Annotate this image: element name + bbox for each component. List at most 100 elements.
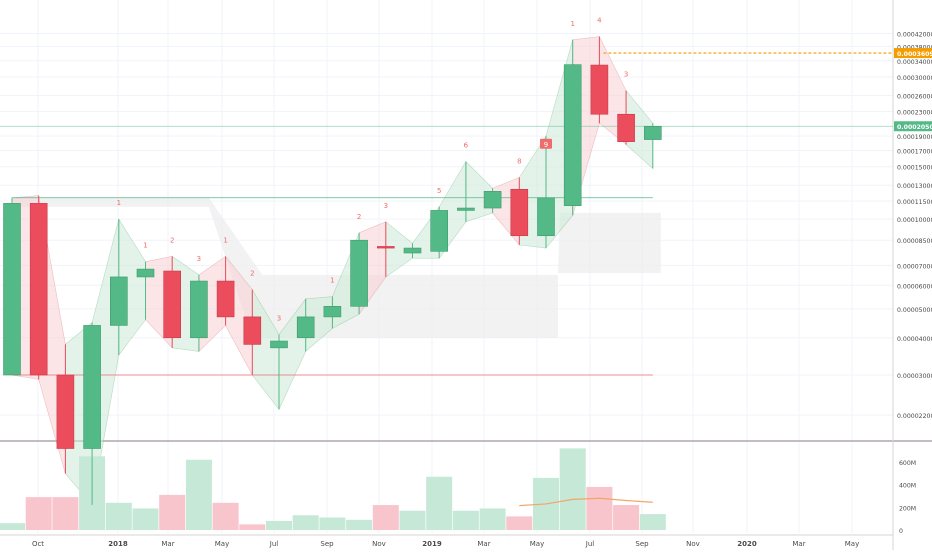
price-tick-label: 0.00007000 xyxy=(897,263,932,270)
time-tick-label: May xyxy=(215,540,229,548)
candle-up xyxy=(110,276,128,326)
td-count-labels: 1 1 2 3 1 2 3 1 2 3 5 6 8 9 1 4 3 xyxy=(117,17,629,323)
td-count-label: 2 xyxy=(170,236,174,244)
price-tick-label: 0.00017000 xyxy=(897,149,932,156)
candle-down xyxy=(376,246,395,249)
volume-bar xyxy=(426,476,453,530)
price-tick-label: 0.00005000 xyxy=(897,307,932,314)
time-tick-label: Jul xyxy=(269,540,279,548)
candle-up xyxy=(403,247,422,254)
td-count-label: 1 xyxy=(570,20,574,28)
price-tick-label: 0.00011500 xyxy=(897,199,932,206)
candle-down xyxy=(56,374,75,449)
candle-up xyxy=(537,197,555,237)
volume-bar xyxy=(346,519,373,530)
volume-tick-label: 0 xyxy=(899,528,903,535)
td-count-label: 1 xyxy=(330,277,334,285)
volume-pane xyxy=(0,448,666,530)
candle-up xyxy=(190,280,208,339)
td-count-label: 4 xyxy=(597,17,602,25)
price-tick-label: 0.00015000 xyxy=(897,165,932,172)
candle-down xyxy=(510,188,529,237)
price-axis[interactable]: 0.00042000 0.00038000 0.00034000 0.00030000… xyxy=(894,31,932,420)
td-count-label: 1 xyxy=(117,199,121,207)
time-tick-label: 2018 xyxy=(108,540,128,548)
volume-bar xyxy=(159,494,186,530)
price-tick-label: 0.00034000 xyxy=(897,59,932,66)
candle-up xyxy=(350,239,368,307)
price-tick-label: 0.00042000 xyxy=(897,31,932,38)
volume-bar xyxy=(0,523,25,530)
volume-bar xyxy=(212,502,239,530)
td-count-label: 2 xyxy=(250,270,254,278)
price-tick-label: 0.00004000 xyxy=(897,336,932,343)
price-tick-label: 0.00010000 xyxy=(897,217,932,224)
price-tick-label: 0.00030000 xyxy=(897,75,932,82)
td-count-label: 5 xyxy=(437,187,441,195)
td-count-label: 3 xyxy=(624,71,628,79)
volume-bar xyxy=(52,497,79,530)
td-count-label: 3 xyxy=(384,202,388,210)
time-tick-label: Mar xyxy=(792,540,805,548)
volume-bar xyxy=(559,448,586,530)
volume-axis: 600M 400M 200M 0 xyxy=(899,460,916,535)
price-tick-label: 0.00023000 xyxy=(897,109,932,116)
price-tick-label: 0.00013000 xyxy=(897,183,932,190)
candle-down xyxy=(163,270,181,339)
volume-bar xyxy=(292,515,319,530)
high-price-tag-bg xyxy=(894,48,932,59)
candle-down xyxy=(29,203,48,376)
current-price-tag-bg xyxy=(894,121,932,132)
candle-down xyxy=(590,64,609,115)
td-count-label: 3 xyxy=(197,255,201,263)
candle-down xyxy=(216,280,235,318)
candle-up xyxy=(323,306,342,318)
volume-bar xyxy=(319,517,346,530)
volume-bar xyxy=(185,459,212,530)
candle-up xyxy=(457,207,475,211)
candle-up xyxy=(296,316,315,339)
candle-down xyxy=(243,316,262,345)
time-tick-label: Mar xyxy=(161,540,174,548)
time-tick-label: 2020 xyxy=(737,540,757,548)
price-tick-label: 0.00002200 xyxy=(897,413,932,420)
price-tick-label: 0.00003000 xyxy=(897,373,932,380)
td-count-label: 1 xyxy=(143,242,147,250)
candle-up xyxy=(3,203,21,376)
time-axis[interactable]: Oct 2018 Mar May Jul Sep Nov 2019 Mar May Jul Sep No… xyxy=(32,540,859,548)
time-tick-label: May xyxy=(530,540,544,548)
td-count-label: 3 xyxy=(277,315,281,323)
price-tick-label: 0.00008500 xyxy=(897,238,932,245)
cloud-zone-2 xyxy=(558,212,661,273)
volume-tick-label: 400M xyxy=(899,483,916,490)
candle-down xyxy=(617,113,635,142)
td-count-label: 8 xyxy=(517,157,521,165)
volume-bar xyxy=(506,516,533,530)
volume-bar xyxy=(132,508,159,530)
price-tick-label: 0.00006000 xyxy=(897,283,932,290)
volume-bar xyxy=(639,514,666,530)
candle-up xyxy=(643,125,662,140)
volume-bar xyxy=(105,502,132,530)
td-count-label: 6 xyxy=(464,142,469,150)
volume-bar xyxy=(613,505,640,530)
time-tick-label: Oct xyxy=(32,540,44,548)
candle-up xyxy=(430,210,449,252)
price-tick-label: 0.00038000 xyxy=(897,44,932,51)
td-count-label: 2 xyxy=(357,213,361,221)
volume-tick-label: 600M xyxy=(899,460,916,467)
volume-bar xyxy=(399,510,426,530)
volume-bar xyxy=(372,505,399,530)
candle-up xyxy=(136,268,155,278)
time-tick-label: Jul xyxy=(585,540,595,548)
volume-bar xyxy=(452,510,479,530)
candle-up xyxy=(83,325,101,449)
volume-bar xyxy=(586,486,613,530)
volume-ma-line xyxy=(519,497,653,507)
td-count-label: 1 xyxy=(223,236,227,244)
candle-up xyxy=(563,64,582,206)
volume-bar xyxy=(25,497,52,530)
volume-bar xyxy=(266,520,292,530)
